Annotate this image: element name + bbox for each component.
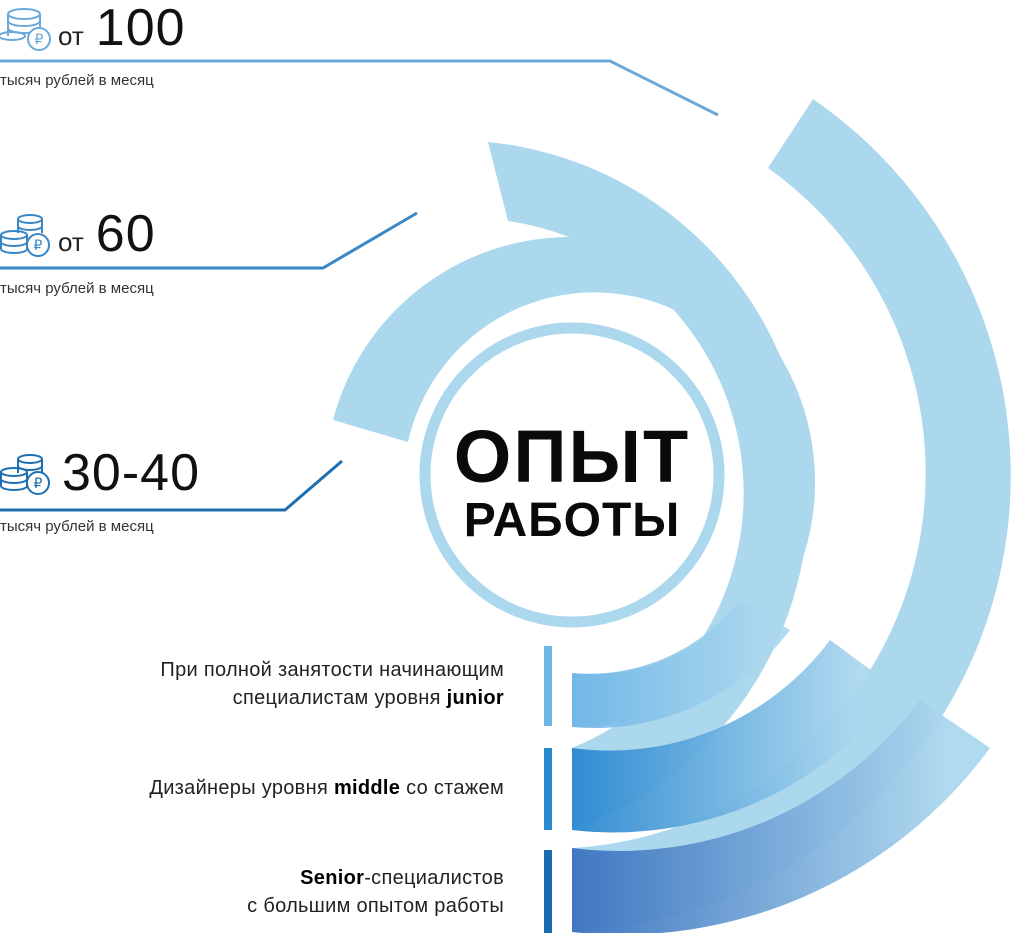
salary-amount: 30-40 <box>62 444 200 502</box>
desc-line: Дизайнеры уровня middle со стажем <box>149 777 504 799</box>
leader-line-30-40 <box>0 459 343 512</box>
arc-gradient-middle <box>572 640 898 833</box>
coins-icon-60: ₽ <box>0 214 50 257</box>
desc-line: специалистам уровня junior <box>232 687 504 709</box>
salary-amount: 100 <box>95 0 186 57</box>
salary-prefix: от <box>58 227 84 257</box>
svg-text:₽: ₽ <box>34 238 43 254</box>
level-desc-senior: Senior-специалистов с большим опытом раб… <box>247 864 504 920</box>
salary-unit: тысяч рублей в месяц <box>0 72 154 89</box>
desc-line: Senior-специалистов <box>300 867 504 889</box>
center-title: ОПЫТ РАБОТЫ <box>437 420 707 548</box>
coins-icon-100: ₽ <box>0 8 51 51</box>
arc-gradient-junior <box>572 600 790 728</box>
salary-unit: тысяч рублей в месяц <box>0 518 154 535</box>
leader-line-60 <box>0 211 418 270</box>
salary-unit: тысяч рублей в месяц <box>0 280 154 297</box>
level-bar-middle <box>544 748 552 830</box>
desc-line: При полной занятости начинающим <box>160 659 504 681</box>
level-desc-middle: Дизайнеры уровня middle со стажем <box>149 774 504 802</box>
coins-icon-30-40: ₽ <box>0 454 50 495</box>
center-ring <box>419 322 725 628</box>
svg-text:₽: ₽ <box>34 476 43 492</box>
title-line-2: РАБОТЫ <box>463 494 681 547</box>
salary-prefix: от <box>58 21 84 51</box>
desc-line: с большим опытом работы <box>247 895 504 917</box>
svg-text:₽: ₽ <box>35 32 44 48</box>
arc-gradient-senior <box>572 700 990 933</box>
level-bar-junior <box>544 646 552 726</box>
salary-amount: 60 <box>95 205 156 263</box>
level-bar-senior <box>544 850 552 933</box>
level-desc-junior: При полной занятости начинающим специали… <box>160 656 504 712</box>
title-line-1: ОПЫТ <box>453 415 691 498</box>
leader-line-100 <box>0 59 719 117</box>
